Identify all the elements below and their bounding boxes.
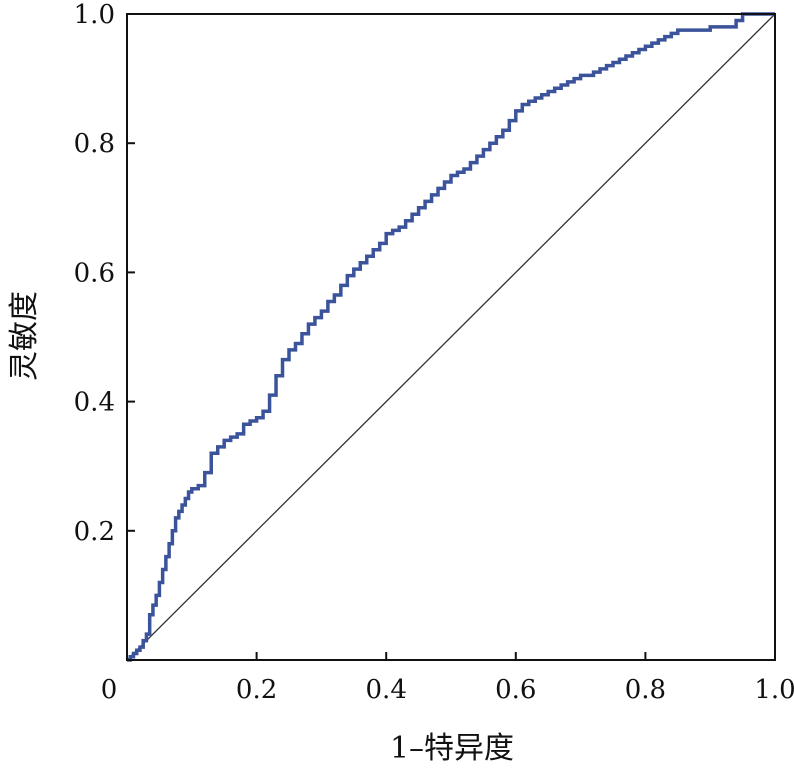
x-tick-label: 0.6 [495, 675, 536, 705]
x-axis-title: 1–特异度 [390, 731, 514, 766]
label-layer: 0 0.2 0.4 0.6 0.8 1.0 0.2 0.4 0.6 0.8 1.0 [74, 0, 794, 705]
x-tick-label: 0.4 [366, 675, 407, 705]
y-tick-label: 0.8 [74, 129, 115, 159]
y-tick-label: 0.4 [74, 388, 115, 418]
y-axis-title: 灵敏度 [7, 291, 42, 381]
y-tick-label: 1.0 [74, 0, 115, 30]
y-tick-label: 0.2 [74, 517, 115, 547]
x-tick-label: 0.2 [236, 675, 277, 705]
plot-frame [126, 13, 776, 661]
reference-layer [126, 13, 776, 661]
x-tick-label: 0.8 [625, 675, 666, 705]
frame-layer [126, 13, 776, 661]
roc-layer [127, 12, 775, 662]
roc-curve-line [127, 12, 775, 662]
x-tick-label: 1.0 [754, 675, 794, 705]
tick-layer [126, 13, 776, 660]
y-tick-label: 0.6 [74, 258, 115, 288]
x-tick-label: 0 [101, 675, 118, 705]
reference-diagonal-line [126, 13, 776, 661]
